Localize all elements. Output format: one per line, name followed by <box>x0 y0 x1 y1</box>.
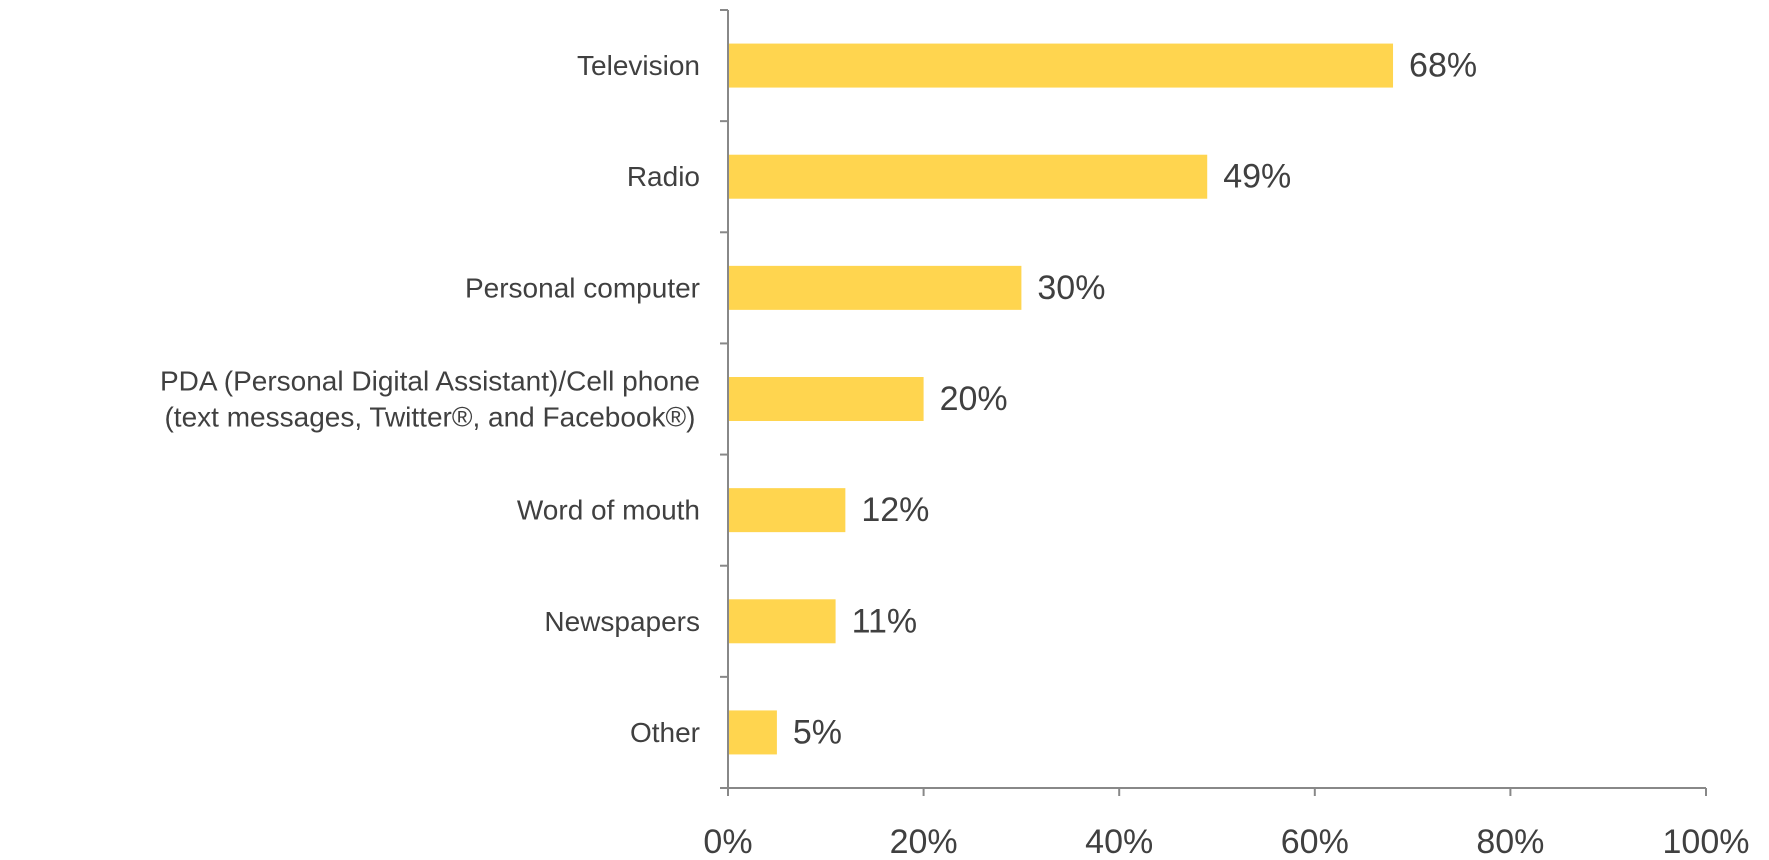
category-label-radio: Radio <box>627 161 700 192</box>
category-label-personal-computer: Personal computer <box>465 272 700 303</box>
data-label-other: 5% <box>793 713 842 751</box>
x-tick-label: 40% <box>1085 823 1153 860</box>
category-label-line: (text messages, Twitter®, and Facebook®) <box>164 402 695 433</box>
category-label-other: Other <box>630 717 700 748</box>
x-tick-label: 80% <box>1476 823 1544 860</box>
x-tick-label: 100% <box>1663 823 1750 860</box>
bar-pda-personal-digital-assistant-cell-phon <box>728 377 924 421</box>
category-label-newspapers: Newspapers <box>544 606 700 637</box>
data-label-television: 68% <box>1409 47 1477 85</box>
category-label-pda-personal-digital-assistant-cell-phon: PDA (Personal Digital Assistant)/Cell ph… <box>160 366 700 433</box>
x-tick-label: 20% <box>890 823 958 860</box>
category-label-television: Television <box>577 50 700 81</box>
x-tick-label: 60% <box>1281 823 1349 860</box>
y-ticks-group <box>720 9 728 789</box>
value-labels-group: 68% 49% 30% 20% 12% 11% 5% <box>793 47 1477 752</box>
bar-newspapers <box>728 599 836 644</box>
data-label-radio: 49% <box>1223 158 1291 196</box>
x-tick-label: 0% <box>703 823 752 860</box>
data-label-personal-computer: 30% <box>1037 269 1105 307</box>
category-label-word-of-mouth: Word of mouth <box>517 495 700 526</box>
bar-radio <box>728 154 1208 199</box>
data-label-word-of-mouth: 12% <box>861 491 929 529</box>
x-tick-labels-group: 0% 20% 40% 60% 80% 100% <box>703 823 1749 860</box>
bar-other <box>728 710 777 755</box>
category-label-line: PDA (Personal Digital Assistant)/Cell ph… <box>160 366 700 397</box>
bar-personal-computer <box>728 265 1022 310</box>
bars-group <box>728 43 1394 755</box>
axes-group <box>727 10 1706 789</box>
bar-word-of-mouth <box>728 488 846 533</box>
category-labels-group: Television Radio Personal computer PDA (Per… <box>160 50 700 748</box>
x-ticks-group <box>727 788 1707 796</box>
data-label-pda-personal-digital-assistant-cell-phon: 20% <box>940 380 1008 418</box>
data-label-newspapers: 11% <box>852 602 918 640</box>
bar-television <box>728 43 1394 88</box>
